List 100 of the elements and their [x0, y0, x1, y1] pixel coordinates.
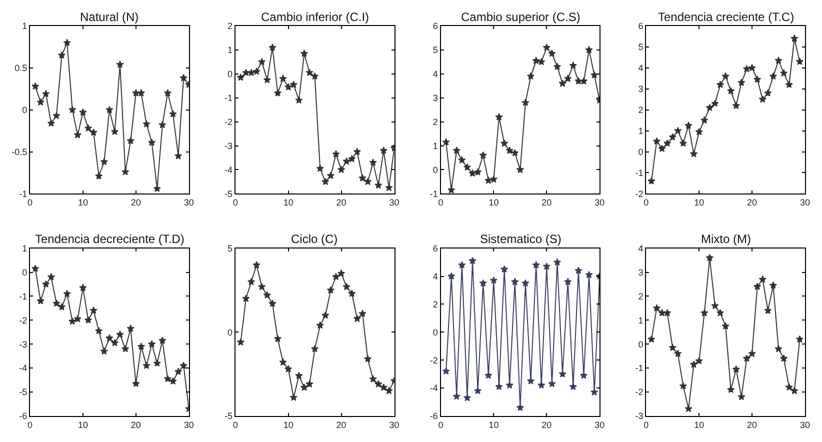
- point: [337, 269, 346, 277]
- y-tick-label: 6: [432, 21, 438, 32]
- y-tick-label: 4: [432, 69, 438, 80]
- point: [252, 68, 260, 75]
- point: [68, 317, 76, 325]
- y-tick-label: -3: [19, 339, 28, 350]
- point: [790, 34, 798, 42]
- point: [490, 175, 498, 183]
- point: [242, 294, 250, 302]
- y-tick-label: 3: [638, 84, 644, 94]
- point: [153, 184, 161, 192]
- point: [474, 386, 482, 394]
- point: [279, 358, 287, 366]
- y-tick-label: 5: [432, 45, 438, 56]
- point: [468, 256, 476, 264]
- x-tick-label: 30: [389, 198, 400, 208]
- point: [700, 116, 708, 124]
- point: [100, 347, 108, 355]
- point: [158, 120, 166, 128]
- x-tick-label: 10: [283, 198, 294, 208]
- x-tick-label: 10: [694, 420, 704, 430]
- chart-title: Cambio superior (C.S): [461, 10, 580, 24]
- point: [506, 381, 514, 389]
- point: [364, 178, 372, 186]
- y-tick-label: 0: [22, 105, 28, 115]
- y-tick-label: 2: [432, 299, 438, 310]
- y-tick-label: 0: [432, 164, 438, 175]
- y-tick-label: 2: [638, 105, 644, 115]
- point: [732, 365, 740, 373]
- point: [326, 286, 335, 294]
- point: [484, 371, 492, 379]
- y-tick-label: -2: [19, 315, 28, 326]
- x-tick-label: 20: [542, 420, 552, 430]
- point: [42, 90, 50, 98]
- y-tick-label: -5: [224, 411, 233, 422]
- y-tick-label: -3: [224, 140, 233, 151]
- point: [548, 380, 556, 388]
- x-tick-label: 30: [594, 198, 605, 208]
- y-tick-label: -3: [635, 411, 644, 422]
- point: [758, 275, 766, 283]
- point: [380, 383, 388, 391]
- point: [369, 158, 377, 166]
- point: [110, 338, 119, 346]
- point: [532, 56, 540, 64]
- point: [158, 336, 166, 344]
- point: [295, 96, 303, 104]
- y-tick-label: 0: [638, 339, 644, 350]
- chart-title: Tendencia decreciente (T.D): [35, 232, 184, 246]
- y-tick-label: -1: [19, 291, 28, 302]
- point: [522, 98, 530, 106]
- point: [542, 262, 550, 270]
- point: [300, 50, 308, 57]
- point: [268, 44, 276, 51]
- y-tick-label: -2: [430, 355, 438, 366]
- point: [585, 46, 593, 54]
- point: [126, 324, 134, 332]
- y-tick-label: 1: [638, 315, 644, 326]
- point: [748, 350, 756, 358]
- point: [374, 380, 382, 388]
- point: [738, 392, 746, 400]
- point: [385, 386, 393, 394]
- y-tick-label: -6: [430, 411, 438, 422]
- point: [47, 273, 56, 280]
- point: [711, 302, 719, 310]
- point: [348, 290, 356, 297]
- point: [106, 334, 114, 342]
- point: [542, 44, 550, 51]
- point: [290, 394, 298, 401]
- chart-title: Cambio inferior (C.I): [261, 10, 370, 24]
- point: [569, 62, 577, 69]
- point: [663, 308, 672, 316]
- point: [322, 178, 330, 186]
- point: [274, 334, 282, 342]
- point: [369, 375, 377, 382]
- x-tick-label: 10: [694, 198, 704, 208]
- point: [564, 74, 572, 82]
- x-tick-label: 20: [130, 420, 141, 430]
- point: [84, 124, 92, 132]
- point: [532, 261, 540, 268]
- point: [122, 168, 130, 176]
- point: [796, 58, 804, 65]
- y-tick-label: -0.5: [12, 146, 28, 157]
- point: [679, 139, 688, 147]
- point: [500, 265, 508, 273]
- point: [516, 166, 524, 174]
- x-tick-label: 20: [130, 198, 141, 208]
- chart-title: Mixto (M): [701, 232, 751, 246]
- x-tick-label: 30: [800, 198, 810, 208]
- point: [495, 382, 503, 390]
- y-tick-label: -2: [224, 116, 233, 127]
- x-tick-label: 30: [594, 420, 605, 430]
- point: [290, 80, 298, 88]
- point: [780, 354, 788, 362]
- point: [764, 89, 772, 96]
- point: [263, 76, 271, 84]
- y-tick-label: -6: [19, 411, 28, 422]
- x-tick-label: 10: [488, 420, 499, 430]
- point: [538, 381, 546, 389]
- point: [690, 360, 698, 368]
- y-tick-label: 1: [228, 45, 233, 56]
